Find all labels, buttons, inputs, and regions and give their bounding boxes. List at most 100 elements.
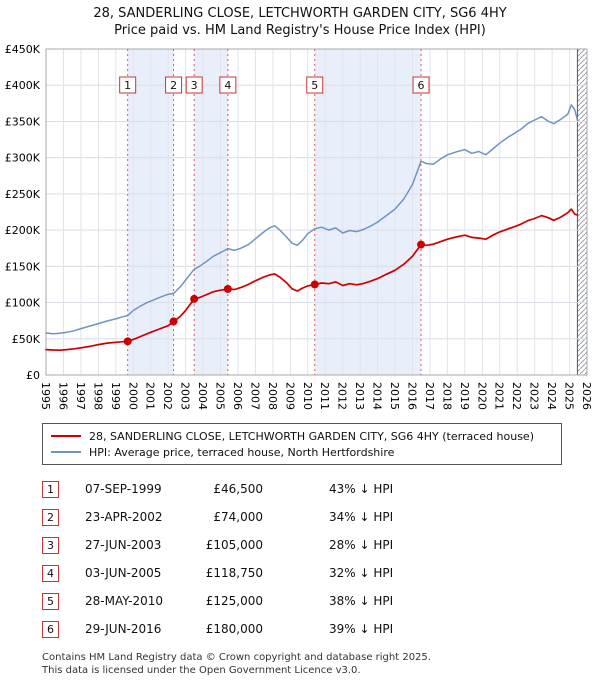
sale-hpi-comparison: 43% ↓ HPI: [329, 482, 394, 496]
sale-number-box: [219, 76, 237, 94]
x-tick-label: 2005: [214, 382, 227, 410]
sale-hpi-comparison: 39% ↓ HPI: [329, 622, 394, 636]
sale-date: 23-APR-2002: [85, 510, 163, 524]
table-row: 5 28-MAY-2010 £125,000 38% ↓ HPI: [42, 587, 600, 615]
sale-number-box: [119, 76, 137, 94]
x-tick-label: 2012: [336, 382, 349, 410]
footer-line-1: Contains HM Land Registry data © Crown c…: [42, 652, 431, 663]
x-tick-label: 2015: [388, 382, 401, 410]
x-tick-label: 1999: [109, 382, 122, 410]
y-tick-label: £400K: [5, 79, 41, 92]
x-tick-label: 2009: [283, 382, 296, 410]
sale-marker: [123, 337, 132, 346]
x-tick-label: 2002: [161, 382, 174, 410]
property-line-swatch: [51, 435, 81, 437]
x-tick-label: 2008: [266, 382, 279, 410]
x-tick-label: 2025: [563, 382, 576, 410]
x-tick-label: 2006: [231, 382, 244, 410]
sale-date: 03-JUN-2005: [85, 566, 162, 580]
x-tick-label: 1995: [39, 382, 52, 410]
x-tick-label: 2018: [440, 382, 453, 410]
x-tick-label: 2019: [458, 382, 471, 410]
sale-number-badge: 6: [42, 620, 59, 638]
x-tick-label: 2023: [528, 382, 541, 410]
sale-price: £125,000: [205, 594, 263, 608]
sale-price: £118,750: [205, 566, 263, 580]
table-row: 4 03-JUN-2005 £118,750 32% ↓ HPI: [42, 559, 600, 587]
x-tick-label: 2011: [318, 382, 331, 410]
x-tick-label: 2003: [179, 382, 192, 410]
license-footer: Contains HM Land Registry data © Crown c…: [42, 651, 600, 677]
sale-number-box-label: 4: [224, 79, 231, 92]
legend-label-hpi: HPI: Average price, terraced house, Nort…: [89, 445, 395, 459]
sale-number-badge: 5: [42, 592, 59, 610]
sales-table: 1 07-SEP-1999 £46,500 43% ↓ HPI 2 23-APR…: [42, 475, 600, 643]
sale-hpi-comparison: 28% ↓ HPI: [329, 538, 394, 552]
y-tick-label: £450K: [5, 43, 41, 56]
sale-number-badge: 4: [42, 564, 59, 582]
legend-label-property: 28, SANDERLING CLOSE, LETCHWORTH GARDEN …: [89, 429, 534, 443]
table-row: 2 23-APR-2002 £74,000 34% ↓ HPI: [42, 503, 600, 531]
ownership-band: [194, 49, 228, 375]
x-tick-label: 2007: [248, 382, 261, 410]
y-tick-label: £150K: [5, 260, 41, 273]
y-tick-label: £350K: [5, 115, 41, 128]
x-tick-label: 2001: [144, 382, 157, 410]
sale-number-badge: 2: [42, 508, 59, 526]
sale-price: £46,500: [213, 482, 263, 496]
chart-header: 28, SANDERLING CLOSE, LETCHWORTH GARDEN …: [0, 0, 600, 39]
x-tick-label: 2026: [580, 382, 593, 410]
sale-hpi-comparison: 38% ↓ HPI: [329, 594, 394, 608]
sale-date: 07-SEP-1999: [85, 482, 162, 496]
sale-date: 28-MAY-2010: [85, 594, 164, 608]
x-tick-label: 2020: [475, 382, 488, 410]
sale-marker: [223, 284, 232, 293]
sale-date: 29-JUN-2016: [85, 622, 162, 636]
table-row: 3 27-JUN-2003 £105,000 28% ↓ HPI: [42, 531, 600, 559]
x-tick-label: 2004: [196, 382, 209, 410]
price-history-chart: £0 £50K £100K £150K £200K £250K £300K £350K £400…: [5, 43, 593, 410]
y-tick-label: £0: [26, 369, 40, 382]
table-row: 6 29-JUN-2016 £180,000 39% ↓ HPI: [42, 615, 600, 643]
sale-hpi-comparison: 32% ↓ HPI: [329, 566, 394, 580]
x-tick-label: 2024: [545, 382, 558, 410]
sale-marker: [169, 317, 178, 326]
x-tick-label: 2014: [371, 382, 384, 410]
x-tick-label: 1998: [91, 382, 104, 410]
sale-number-box-label: 3: [191, 79, 198, 92]
x-tick-label: 2021: [493, 382, 506, 410]
x-tick-label: 1996: [56, 382, 69, 410]
sale-number-box-label: 1: [124, 79, 131, 92]
sale-number-badge: 1: [42, 480, 59, 498]
y-tick-label: £200K: [5, 224, 41, 237]
y-tick-label: £250K: [5, 188, 41, 201]
y-tick-label: £300K: [5, 152, 41, 165]
ownership-band: [314, 49, 422, 375]
sale-hpi-comparison: 34% ↓ HPI: [329, 510, 394, 524]
y-tick-label: £100K: [5, 297, 41, 310]
sale-number-box-label: 2: [170, 79, 177, 92]
legend-entry-hpi: HPI: Average price, terraced house, Nort…: [51, 444, 553, 460]
table-row: 1 07-SEP-1999 £46,500 43% ↓ HPI: [42, 475, 600, 503]
no-data-hatch: [577, 49, 587, 375]
sale-marker: [417, 240, 426, 249]
x-tick-label: 2016: [405, 382, 418, 410]
footer-line-2: This data is licensed under the Open Gov…: [42, 665, 361, 676]
hpi-line-swatch: [51, 451, 81, 453]
sale-marker: [190, 294, 199, 303]
sale-number-badge: 3: [42, 536, 59, 554]
y-tick-label: £50K: [12, 333, 41, 346]
page-subtitle: Price paid vs. HM Land Registry's House …: [114, 23, 486, 38]
sale-number-box: [185, 76, 203, 94]
sale-number-box: [412, 76, 430, 94]
sale-price: £180,000: [205, 622, 263, 636]
x-tick-label: 2010: [301, 382, 314, 410]
chart-legend: 28, SANDERLING CLOSE, LETCHWORTH GARDEN …: [42, 423, 562, 465]
x-tick-label: 2013: [353, 382, 366, 410]
sale-number-box: [306, 76, 324, 94]
x-tick-label: 2000: [126, 382, 139, 410]
x-tick-label: 2022: [510, 382, 523, 410]
page-title: 28, SANDERLING CLOSE, LETCHWORTH GARDEN …: [93, 6, 507, 21]
sale-date: 27-JUN-2003: [85, 538, 162, 552]
